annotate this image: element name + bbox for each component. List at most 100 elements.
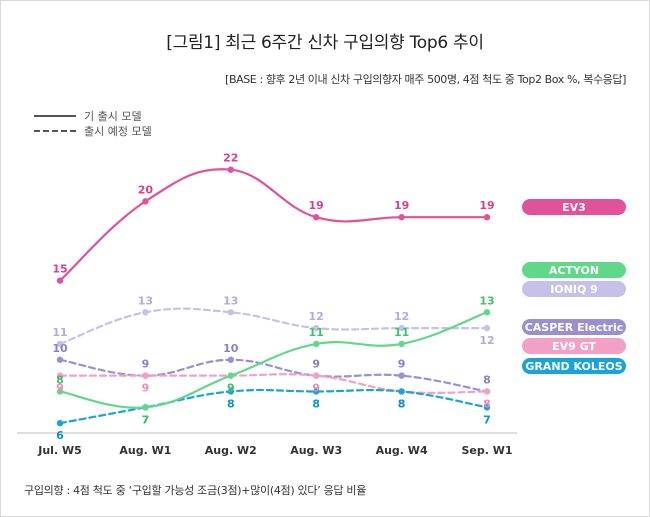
data-point <box>483 309 491 316</box>
data-label: 12 <box>309 310 324 323</box>
legend-dashed-label: 출시 예정 모델 <box>84 125 152 138</box>
series-badge <box>522 319 626 335</box>
base-note: [BASE : 향후 2년 이내 신차 구입의향자 매주 500명, 4점 척도… <box>225 73 626 86</box>
data-label: 8 <box>483 373 491 386</box>
series-badge-label: EV3 <box>562 201 586 214</box>
data-label: 19 <box>394 199 409 212</box>
data-point <box>483 324 491 332</box>
data-point <box>398 340 405 348</box>
chart-title: [그림1] 최근 6주간 신차 구입의향 Top6 추이 <box>166 33 484 53</box>
series-badge <box>522 262 626 278</box>
data-label: 10 <box>223 342 239 355</box>
data-label: 11 <box>394 326 409 339</box>
data-point <box>398 388 405 395</box>
series-badge <box>522 199 626 215</box>
series-badge <box>522 358 626 374</box>
data-point <box>398 214 405 221</box>
data-point <box>142 309 149 316</box>
data-label: 12 <box>479 334 494 347</box>
dashed-line-icon <box>34 130 76 132</box>
x-tick-label: Sep. W1 <box>461 444 512 457</box>
data-label: 8 <box>56 373 64 386</box>
data-label: 7 <box>142 413 150 426</box>
x-tick-label: Aug. W2 <box>205 444 257 457</box>
data-point <box>483 388 491 395</box>
series-line <box>58 307 489 346</box>
data-point <box>313 214 320 221</box>
data-label: 11 <box>52 326 67 339</box>
series-line <box>58 388 489 425</box>
data-point <box>142 404 149 411</box>
data-label: 12 <box>394 310 409 323</box>
data-point <box>313 388 320 395</box>
data-label: 8 <box>398 397 406 410</box>
series-badge-label: EV9 GT <box>552 340 596 353</box>
data-label: 6 <box>56 429 64 442</box>
data-point <box>483 214 491 221</box>
data-label: 9 <box>142 358 150 371</box>
data-point <box>56 340 64 348</box>
data-point <box>56 372 64 379</box>
data-point <box>398 324 405 332</box>
data-point <box>313 372 320 379</box>
x-tick-label: Aug. W4 <box>376 444 428 457</box>
series-lines <box>56 166 491 427</box>
data-point <box>227 372 234 379</box>
data-label: 8 <box>398 397 406 410</box>
data-point <box>313 340 320 348</box>
legend-solid-label: 기 출시 모델 <box>84 110 142 123</box>
series-badge-label: IONIQ 9 <box>550 283 598 296</box>
series-badge-label: GRAND KOLEOS <box>525 360 622 373</box>
solid-line-icon <box>34 115 76 117</box>
data-point <box>398 372 405 379</box>
data-label: 13 <box>479 294 494 307</box>
series-badge <box>522 281 626 297</box>
data-label: 9 <box>227 382 235 395</box>
data-label: 22 <box>223 152 238 165</box>
series-badge <box>522 338 626 354</box>
data-label: 9 <box>398 358 406 371</box>
data-label: 15 <box>52 263 67 276</box>
data-label: 9 <box>142 382 150 395</box>
series-legend: EV3 ACTYON IONIQ 9 CASPER Electric EV9 GT GRA… <box>522 199 626 374</box>
data-label: 9 <box>312 382 320 395</box>
data-label: 10 <box>52 342 68 355</box>
data-point <box>483 404 491 411</box>
x-tick-labels: Jul. W5 Aug. W1 Aug. W2 Aug. W3 Aug. W4 Sep. … <box>37 444 512 457</box>
data-label: 13 <box>223 294 238 307</box>
series-badge-label: CASPER Electric <box>525 321 624 334</box>
data-label: 20 <box>138 183 154 196</box>
data-label: 9 <box>56 382 64 395</box>
data-label: 7 <box>142 413 150 426</box>
data-point <box>142 372 149 379</box>
data-label: 13 <box>138 294 153 307</box>
series-line <box>58 311 489 409</box>
data-point <box>56 356 64 363</box>
data-label: 19 <box>479 199 494 212</box>
data-point <box>56 388 64 395</box>
series-line <box>58 168 489 282</box>
data-label: 11 <box>309 326 324 339</box>
footnote: 구입의향 : 4점 척도 중 ‘구입할 가능성 조금(3점)+많이(4점) 있다… <box>24 484 367 497</box>
data-label: 19 <box>309 199 324 212</box>
data-label: 9 <box>227 382 235 395</box>
data-label: 7 <box>483 413 491 426</box>
data-point <box>313 324 320 332</box>
data-point <box>56 419 64 427</box>
x-tick-label: Aug. W1 <box>119 444 171 457</box>
series-badge-label: ACTYON <box>549 264 599 277</box>
data-label: 8 <box>483 397 491 410</box>
data-point <box>56 277 64 284</box>
x-tick-label: Jul. W5 <box>37 444 82 457</box>
data-label: 8 <box>312 397 320 410</box>
data-label: 9 <box>312 358 320 371</box>
data-point <box>227 309 234 316</box>
data-point <box>227 388 234 395</box>
data-point <box>227 166 234 173</box>
data-point <box>227 356 234 363</box>
data-label: 8 <box>227 397 235 410</box>
x-tick-label: Aug. W3 <box>290 444 342 457</box>
